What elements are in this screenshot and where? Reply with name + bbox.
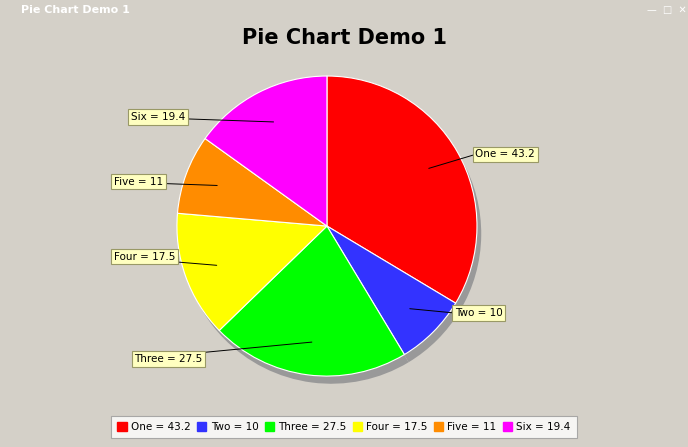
Text: Pie Chart Demo 1: Pie Chart Demo 1 bbox=[241, 28, 447, 48]
Wedge shape bbox=[331, 234, 460, 362]
Wedge shape bbox=[178, 139, 327, 226]
Text: Five = 11: Five = 11 bbox=[114, 177, 163, 187]
Text: Pie Chart Demo 1: Pie Chart Demo 1 bbox=[21, 5, 129, 15]
Wedge shape bbox=[182, 146, 331, 234]
Wedge shape bbox=[219, 226, 405, 376]
Wedge shape bbox=[327, 76, 477, 303]
Wedge shape bbox=[224, 234, 409, 384]
Text: Four = 17.5: Four = 17.5 bbox=[114, 252, 175, 262]
Wedge shape bbox=[331, 84, 481, 311]
Wedge shape bbox=[181, 221, 331, 338]
Wedge shape bbox=[205, 76, 327, 226]
Wedge shape bbox=[209, 84, 331, 234]
Legend: One = 43.2, Two = 10, Three = 27.5, Four = 17.5, Five = 11, Six = 19.4: One = 43.2, Two = 10, Three = 27.5, Four… bbox=[111, 416, 577, 438]
Text: One = 43.2: One = 43.2 bbox=[475, 149, 535, 160]
Text: —  □  ✕: — □ ✕ bbox=[647, 5, 687, 15]
Text: Three = 27.5: Three = 27.5 bbox=[134, 354, 202, 364]
Text: Two = 10: Two = 10 bbox=[455, 308, 502, 318]
Wedge shape bbox=[177, 213, 327, 330]
Wedge shape bbox=[327, 226, 455, 354]
Text: Six = 19.4: Six = 19.4 bbox=[131, 112, 185, 122]
